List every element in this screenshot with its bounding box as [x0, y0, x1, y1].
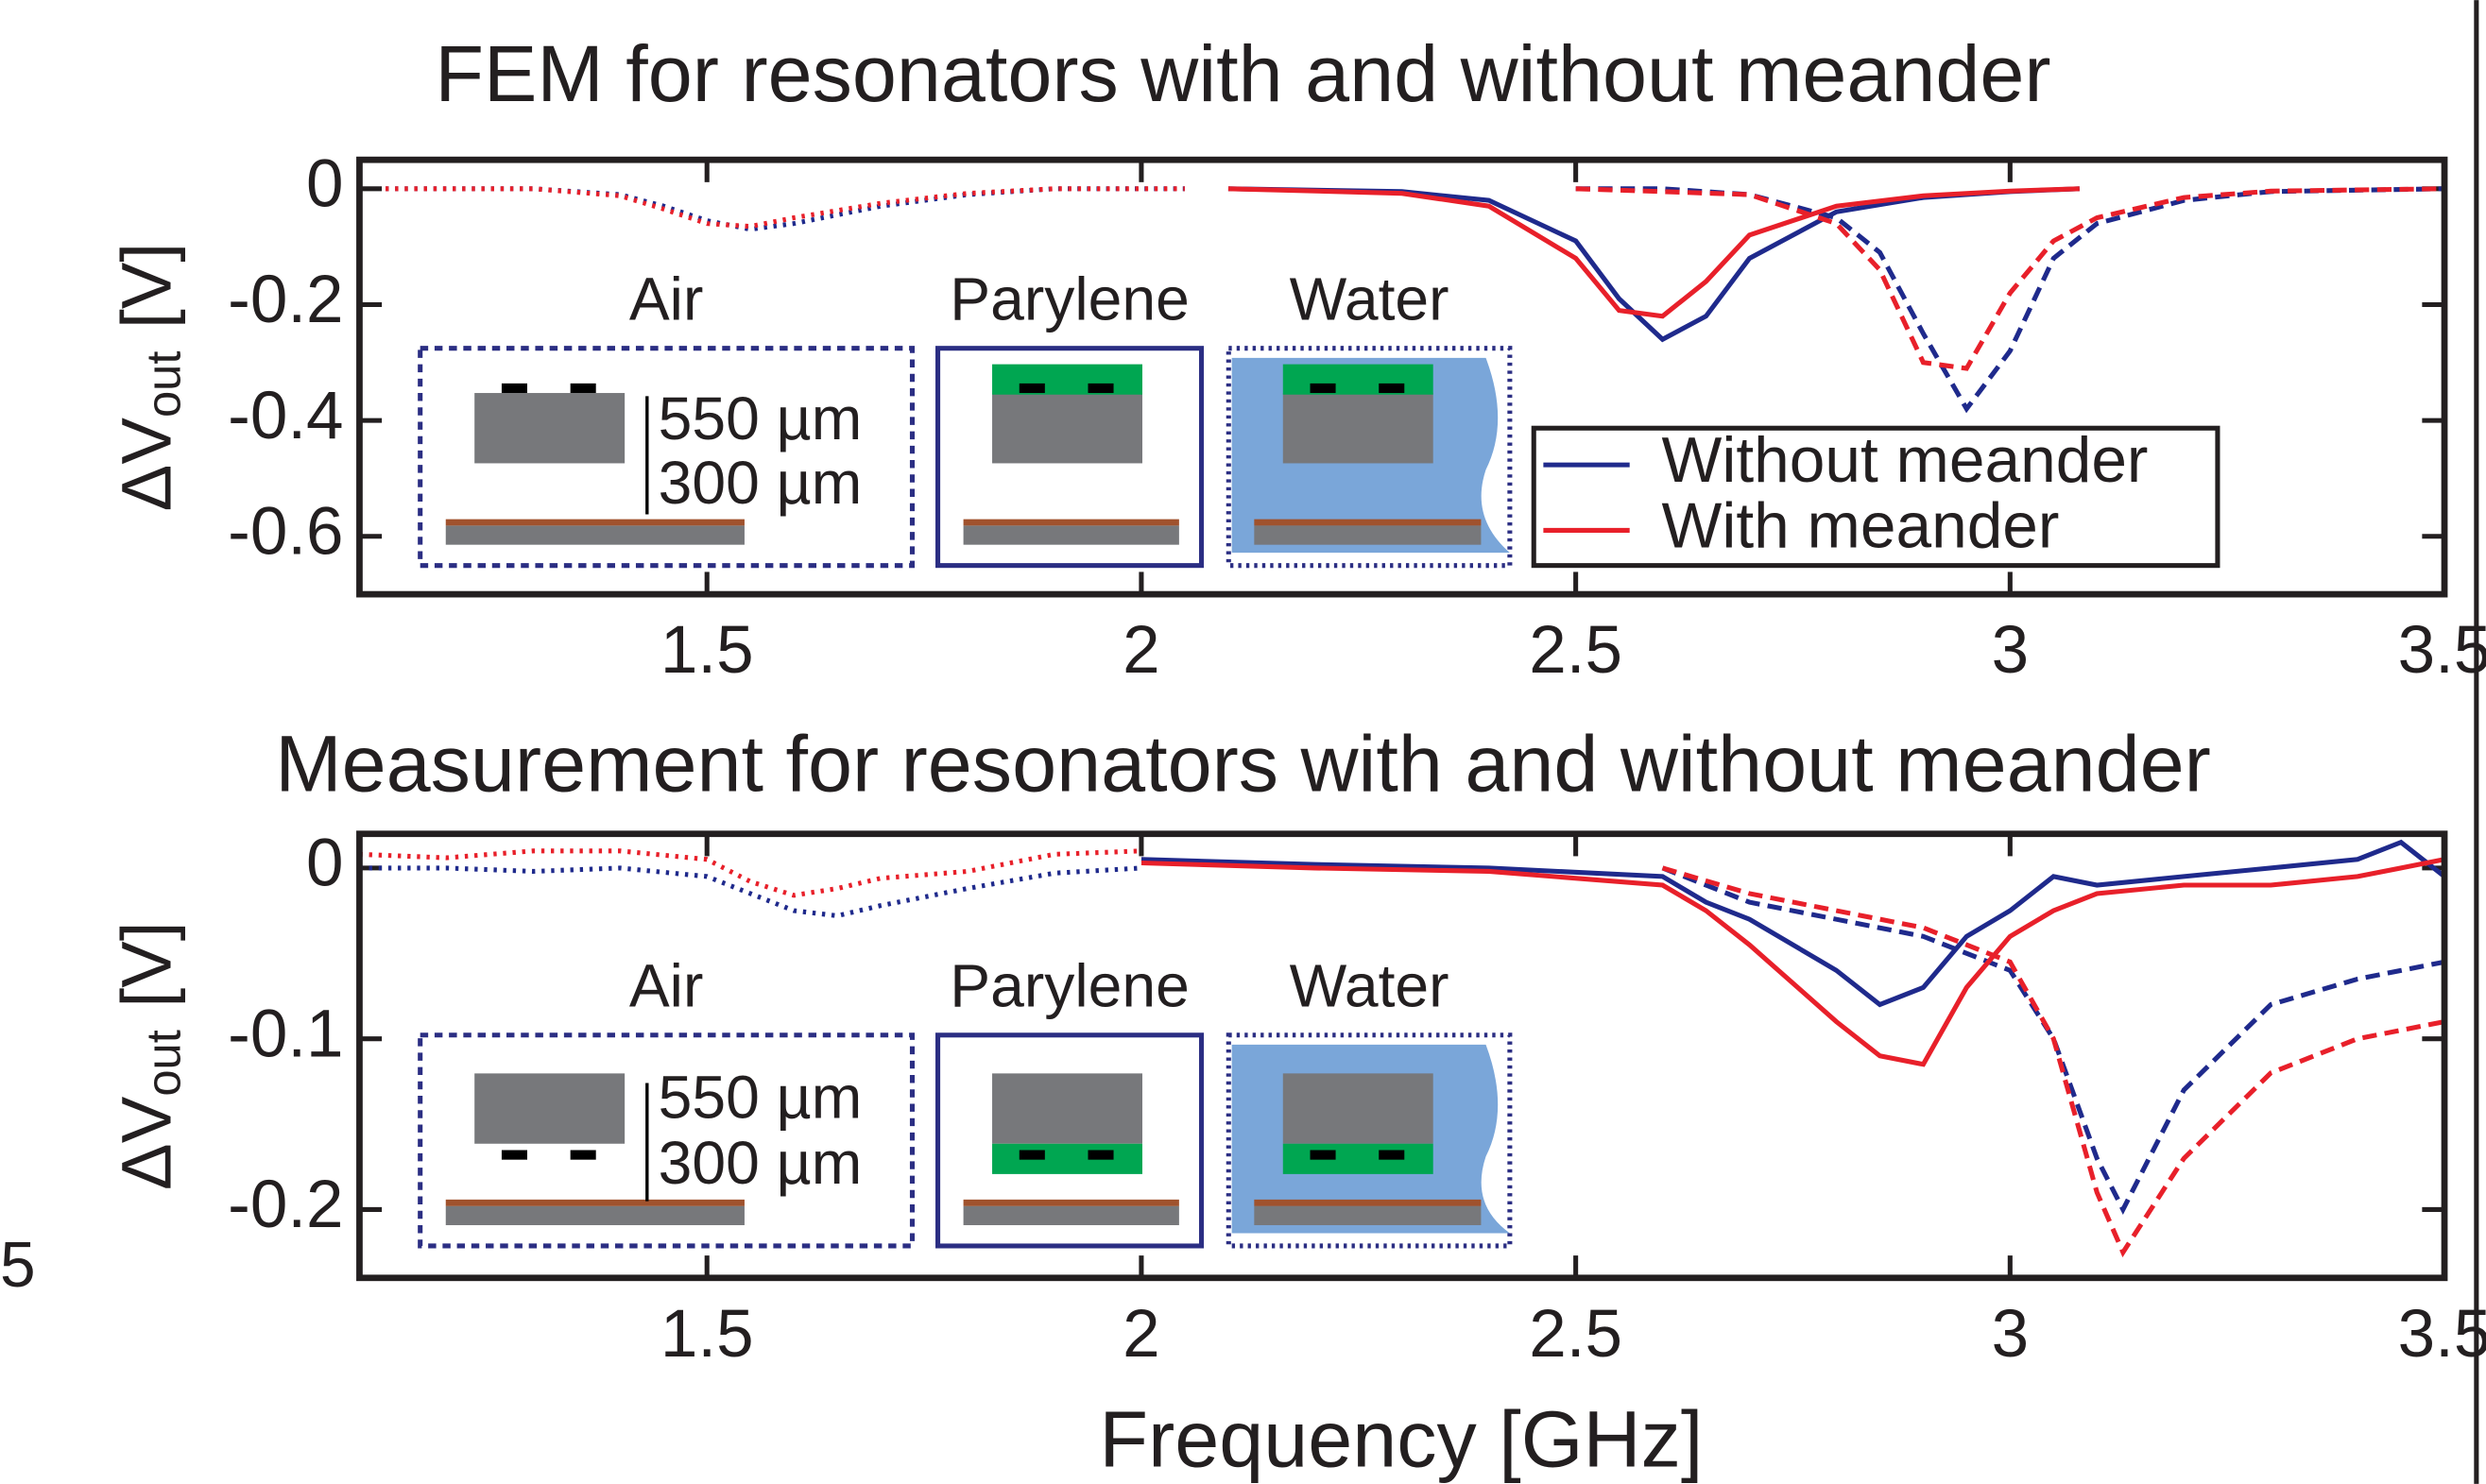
chip	[474, 393, 626, 464]
chip	[474, 1073, 626, 1144]
series-line	[359, 848, 1142, 898]
x-tick-label: 1.5	[660, 613, 754, 688]
chip	[1282, 393, 1433, 464]
chip	[992, 1073, 1142, 1144]
electrode	[1019, 1150, 1045, 1160]
dimension-label: 300 µm	[659, 1129, 863, 1197]
y-tick-label: -0.6	[228, 495, 343, 570]
x-tick-label: 3.5	[2398, 613, 2486, 688]
y-axis-label: ΔVout [V]	[107, 243, 191, 511]
x-axis-label: Frequency [GHz]	[1099, 1394, 1703, 1484]
parylene-layer	[1282, 364, 1433, 395]
substrate	[963, 525, 1179, 545]
electrode	[570, 1150, 596, 1160]
substrate	[445, 1205, 745, 1225]
y-tick-label: -0.1	[228, 997, 343, 1071]
chart-title: FEM for resonators with and without mean…	[435, 28, 2050, 118]
inset-label: Air	[629, 264, 704, 333]
plot-frame	[356, 156, 2448, 598]
y-tick-label: 0	[306, 827, 344, 901]
substrate	[445, 525, 745, 545]
series-line	[386, 186, 1185, 230]
series-line	[1661, 865, 2445, 1258]
legend-label: Without meander	[1662, 425, 2149, 496]
legend-label: With meander	[1662, 490, 2060, 561]
y-label-unit: [V]	[107, 922, 185, 1008]
chip	[992, 393, 1142, 464]
inset-box	[935, 1032, 1205, 1249]
series-line	[1227, 186, 2080, 319]
x-tick-label: 2	[1123, 613, 1160, 688]
dimension-label: 550 µm	[659, 384, 863, 452]
series-line	[1140, 839, 2445, 1008]
substrate	[1254, 1205, 1482, 1225]
edge-fragment: 5	[0, 1230, 36, 1301]
series-line	[1575, 186, 2445, 371]
parylene-layer	[992, 1143, 1142, 1174]
x-tick-label: 1.5	[660, 1297, 754, 1372]
substrate	[1254, 525, 1482, 545]
inset-box	[418, 1032, 916, 1249]
inset-label: Air	[629, 951, 704, 1019]
inset-box	[1226, 1032, 1513, 1249]
y-axis-label: ΔVout [V]	[107, 922, 191, 1190]
dimension-label: 300 µm	[659, 449, 863, 517]
inset-label: Water	[1290, 264, 1449, 333]
chart-title: Measurement for resonators with and with…	[275, 718, 2211, 808]
y-label-unit: [V]	[107, 243, 185, 329]
inset-label: Water	[1290, 951, 1449, 1019]
inset-box	[935, 346, 1205, 569]
electrode	[1379, 383, 1405, 394]
series-line	[1661, 865, 2445, 1216]
y-label-main: ΔV	[107, 418, 185, 512]
electrode	[570, 383, 596, 394]
inset-label: Parylene	[950, 951, 1190, 1019]
y-label-sub: out	[137, 1030, 191, 1097]
plot-frame	[356, 830, 2448, 1282]
electrode	[1310, 1150, 1336, 1160]
y-label-sub: out	[137, 351, 191, 418]
electrode	[1019, 383, 1045, 394]
y-tick-label: -0.2	[228, 1168, 343, 1242]
series-line	[386, 186, 1185, 232]
electrode	[1379, 1150, 1405, 1160]
y-tick-label: 0	[306, 147, 344, 222]
inset-box	[418, 346, 916, 569]
electrode	[501, 1150, 527, 1160]
y-tick-label: -0.2	[228, 263, 343, 337]
x-tick-label: 3.5	[2398, 1297, 2486, 1372]
x-tick-label: 3	[1992, 613, 2030, 688]
chip	[1282, 1073, 1433, 1144]
electrode	[1088, 383, 1114, 394]
electrode	[1088, 1150, 1114, 1160]
substrate	[963, 1205, 1179, 1225]
x-tick-label: 3	[1992, 1297, 2030, 1372]
inset-label: Parylene	[950, 264, 1190, 333]
dimension-label: 550 µm	[659, 1064, 863, 1132]
x-tick-label: 2.5	[1529, 1297, 1622, 1372]
electrode	[501, 383, 527, 394]
y-tick-label: -0.4	[228, 379, 343, 453]
y-label-main: ΔV	[107, 1096, 185, 1190]
series-line	[359, 865, 1142, 919]
x-tick-label: 2.5	[1529, 613, 1622, 688]
legend-box	[1531, 425, 2220, 569]
parylene-layer	[1282, 1143, 1433, 1174]
series-line	[1140, 857, 2445, 1067]
parylene-layer	[992, 364, 1142, 395]
electrode	[1310, 383, 1336, 394]
x-tick-label: 2	[1123, 1297, 1160, 1372]
series-line	[1575, 186, 2445, 414]
